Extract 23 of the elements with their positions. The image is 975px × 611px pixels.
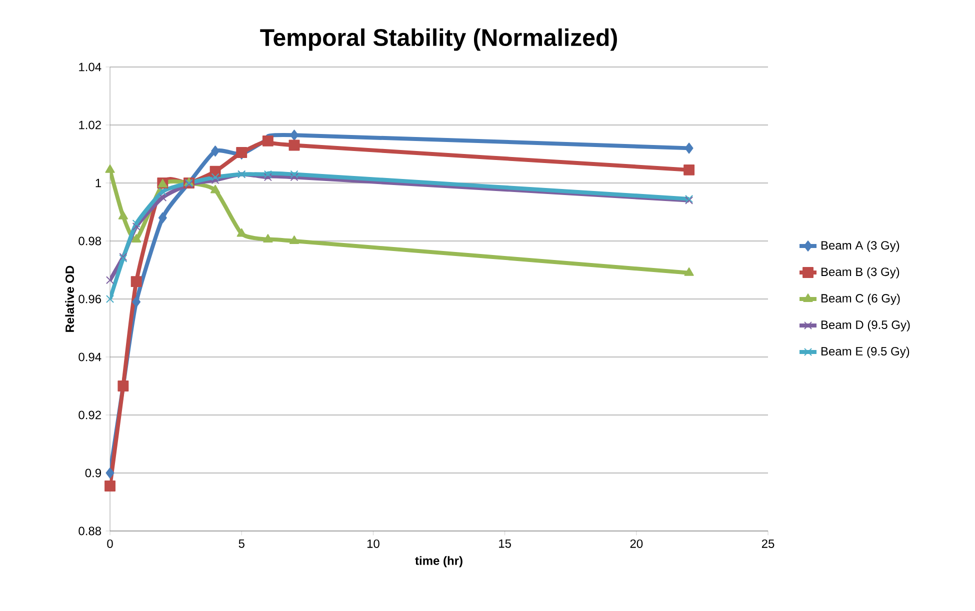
x-tick-label: 15	[499, 539, 511, 548]
legend-label: Beam B (3 Gy)	[821, 267, 900, 278]
legend-label: Beam A (3 Gy)	[821, 240, 900, 252]
y-tick-label: 0.9	[85, 468, 101, 478]
y-tick-label: 1	[96, 178, 101, 188]
legend-label: Beam E (9.5 Gy)	[821, 346, 910, 358]
y-tick-label: 0.96	[78, 294, 102, 304]
y-tick-label: 0.88	[78, 526, 102, 536]
y-tick-label: 0.92	[78, 410, 101, 420]
x-tick-label: 10	[367, 539, 380, 548]
x-tick-label: 0	[107, 539, 113, 548]
legend-label: Beam C (6 Gy)	[821, 294, 900, 305]
x-tick-label: 20	[630, 539, 643, 548]
x-tick-label: 5	[238, 539, 244, 548]
y-tick-label: 1.02	[79, 120, 101, 130]
x-tick-label: 25	[762, 539, 774, 548]
chart-title: Temporal Stability (Normalized)	[260, 28, 617, 51]
y-tick-label: 0.94	[78, 352, 102, 362]
y-axis-title: Relative OD	[65, 266, 74, 332]
y-tick-label: 0.98	[78, 236, 102, 246]
legend-label: Beam D (9.5 Gy)	[821, 320, 910, 332]
y-tick-label: 1.04	[79, 62, 102, 72]
x-axis-title: time (hr)	[415, 556, 462, 568]
